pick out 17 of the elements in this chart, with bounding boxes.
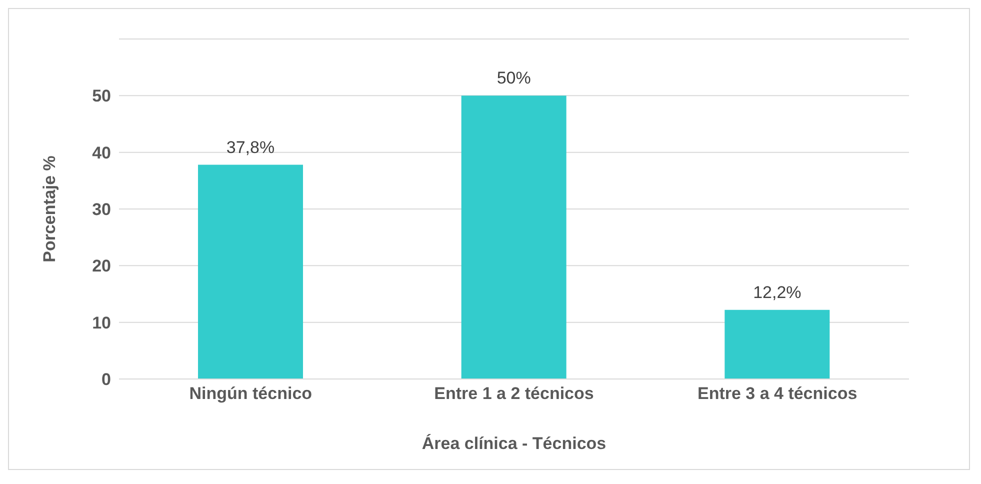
- y-tick-label: 40: [92, 143, 111, 162]
- x-tick-label: Entre 1 a 2 técnicos: [434, 384, 594, 404]
- y-tick-label: 30: [92, 200, 111, 220]
- data-label: 50%: [496, 68, 531, 88]
- data-label: 37,8%: [226, 138, 275, 157]
- x-tick-label: Ningún técnico: [189, 384, 312, 404]
- y-axis-title: Porcentaje %: [40, 156, 60, 262]
- y-tick-label: 0: [102, 370, 111, 390]
- y-tick-label: 50: [92, 86, 111, 106]
- x-tick-label: Entre 3 a 4 técnicos: [697, 384, 858, 404]
- x-axis-title: Área clínica - Técnicos: [422, 433, 606, 453]
- y-tick-label: 20: [92, 256, 111, 276]
- y-tick-label: 10: [92, 313, 111, 332]
- bar: [461, 96, 566, 379]
- bar: [198, 164, 303, 379]
- data-label: 12,2%: [753, 282, 802, 302]
- bar: [724, 310, 830, 379]
